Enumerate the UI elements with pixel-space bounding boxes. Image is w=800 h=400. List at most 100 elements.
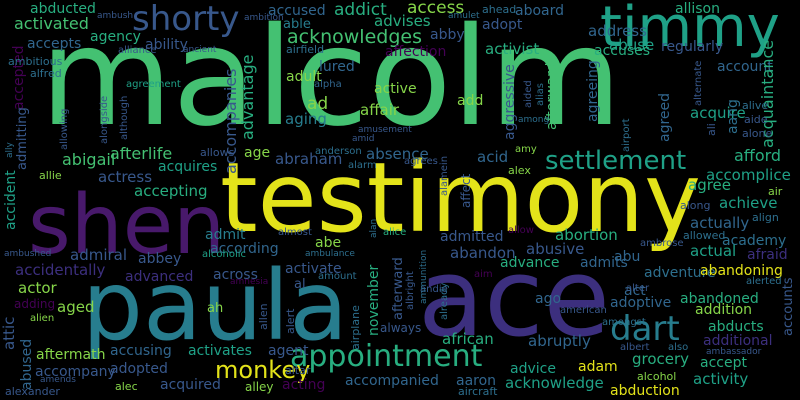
word: alan: [369, 218, 379, 238]
word: affair: [360, 101, 400, 119]
word: aggressive: [502, 64, 518, 140]
word: although: [119, 95, 130, 140]
word: able: [283, 17, 311, 32]
word: amnesia: [230, 277, 269, 287]
word: acknowledge: [505, 374, 604, 392]
word: alongside: [99, 95, 110, 144]
word: absence: [366, 145, 429, 163]
word: aim: [474, 269, 493, 280]
word: shorty: [132, 0, 240, 39]
word: admit: [205, 227, 246, 243]
word: adoptive: [610, 295, 672, 311]
word: ambrose: [640, 238, 684, 249]
word: acquired: [160, 377, 221, 393]
word: accusing: [110, 343, 172, 359]
word: adventure: [644, 265, 716, 281]
word: alerted: [746, 276, 782, 287]
word: alfred: [30, 67, 62, 80]
word: acid: [477, 148, 509, 166]
word: ali: [705, 123, 718, 136]
word: alert: [284, 308, 297, 334]
word: activates: [188, 343, 252, 359]
word: accounts: [781, 277, 796, 336]
word: already: [439, 282, 450, 320]
word: almost: [278, 227, 312, 238]
word: alter: [626, 283, 650, 294]
word: admits: [580, 255, 628, 271]
word: albert: [620, 342, 650, 353]
word: agent: [268, 343, 309, 359]
word: allie: [39, 169, 62, 182]
word: abigail: [62, 150, 116, 169]
word: aboard: [515, 3, 565, 19]
word: ad: [307, 94, 329, 114]
word: timmy: [600, 0, 780, 60]
word: airplane: [349, 305, 362, 350]
word: account: [717, 59, 773, 75]
word: adding: [14, 297, 56, 311]
word: testimony: [220, 142, 701, 254]
word: appointment: [290, 339, 483, 374]
word: altar: [285, 364, 311, 377]
word: ago: [535, 291, 562, 307]
word: allen: [257, 303, 270, 330]
word: alive: [742, 99, 769, 112]
word: lured: [319, 59, 355, 75]
word: abuse: [609, 36, 655, 54]
word: aide: [744, 113, 768, 126]
word: abandon: [450, 244, 516, 262]
word: aang: [725, 99, 741, 134]
word: admitted: [440, 229, 504, 245]
word: allowed: [683, 229, 726, 242]
word: accident: [3, 170, 19, 230]
word: aaron: [456, 373, 497, 389]
word: among: [518, 115, 550, 125]
word: alliance: [118, 45, 157, 56]
word: adopted: [110, 361, 168, 377]
word: abu: [614, 249, 641, 265]
word: paula: [82, 250, 349, 362]
word: ambassador: [706, 347, 762, 357]
word: alamein: [439, 155, 450, 196]
word: abusive: [526, 240, 585, 258]
word: al: [294, 277, 306, 292]
word: allowing: [59, 108, 70, 150]
word: malcolm: [40, 0, 622, 157]
word: abducted: [30, 1, 96, 17]
word: andie: [420, 284, 448, 295]
word: actor: [18, 279, 57, 297]
word: affect: [459, 173, 473, 208]
word: airport: [621, 118, 632, 152]
word: anderson: [315, 146, 362, 157]
word: allows: [200, 146, 235, 159]
word: admiral: [70, 246, 128, 264]
word: aided: [523, 80, 534, 108]
word: amusement: [358, 125, 412, 135]
word: abandoning: [700, 263, 783, 279]
word: along: [680, 199, 711, 212]
word: actually: [690, 214, 750, 232]
word: achieve: [719, 194, 778, 212]
word: alcoholic: [202, 249, 247, 260]
word: grocery: [632, 350, 690, 368]
word: agreeing: [585, 60, 601, 122]
word: monkey: [215, 356, 311, 384]
word: alternate: [693, 60, 704, 106]
word: accidentally: [15, 261, 106, 279]
word: ancient: [183, 45, 217, 55]
word: ammunition: [419, 249, 429, 304]
word: advises: [374, 12, 431, 30]
word: activist: [485, 40, 540, 58]
word: accuses: [594, 43, 651, 59]
word: abraham: [275, 150, 343, 168]
word: access: [407, 0, 465, 18]
word: acknowledges: [287, 26, 422, 48]
word: alien: [30, 313, 55, 324]
word: amulet: [448, 11, 480, 21]
word: abe: [315, 235, 342, 251]
word: november: [366, 264, 382, 336]
word: agreement: [126, 79, 181, 90]
word: addict: [334, 0, 387, 20]
word: activated: [14, 14, 89, 33]
word: ah: [207, 301, 224, 316]
